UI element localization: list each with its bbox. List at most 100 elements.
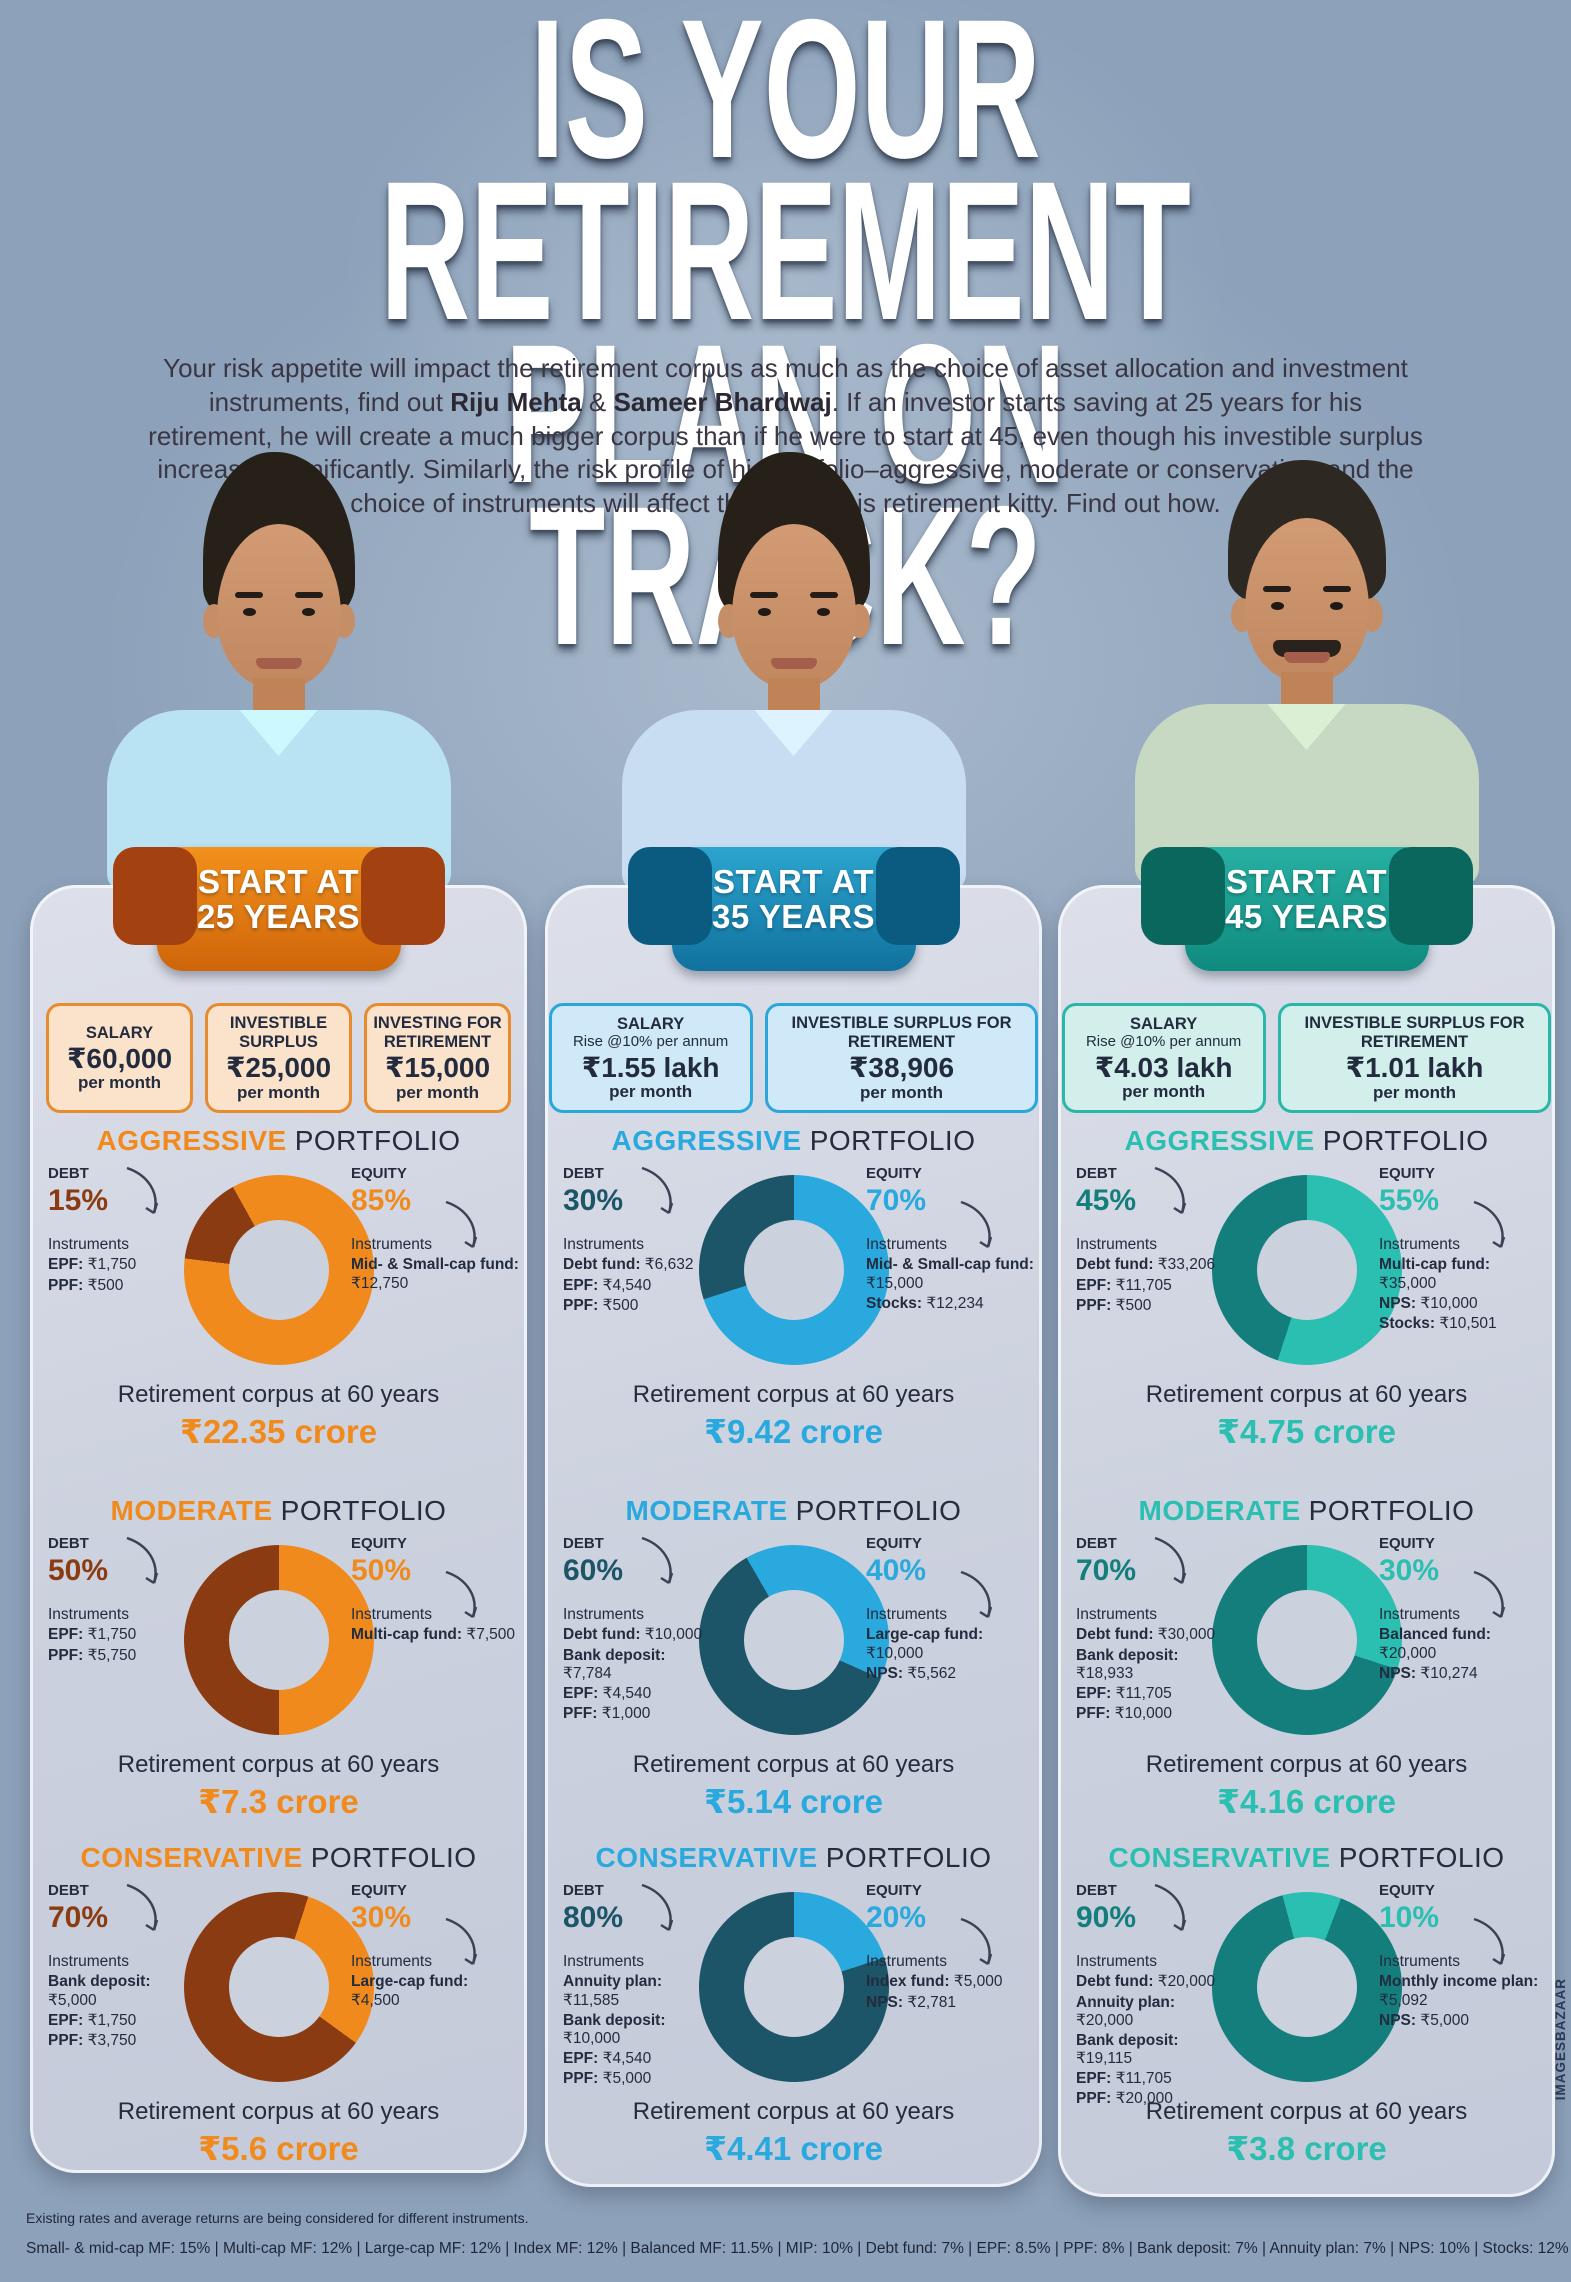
instrument-line: Multi-cap fund: ₹7,500 bbox=[351, 1626, 516, 1644]
instrument-value: ₹20,000 bbox=[1115, 2090, 1173, 2108]
portfolio-word: PORTFOLIO bbox=[294, 1125, 461, 1156]
instrument-line: PPF: ₹500 bbox=[1076, 1296, 1152, 1314]
corpus-label: Retirement corpus at 60 years bbox=[1145, 1381, 1468, 1408]
portfolio-type-label: CONSERVATIVE bbox=[80, 1842, 303, 1873]
instrument-value: ₹500 bbox=[602, 1296, 639, 1314]
banner-line-1: START AT bbox=[1225, 863, 1388, 900]
debt-percent: 70% bbox=[48, 1900, 109, 1934]
info-box-unit: per month bbox=[395, 1082, 480, 1102]
equity-percent: 70% bbox=[866, 1183, 927, 1217]
instruments-title: Instruments bbox=[48, 1606, 129, 1624]
info-box-unit: per month bbox=[77, 1073, 162, 1093]
info-box-unit: per month bbox=[236, 1082, 321, 1102]
instrument-line: Debt fund: ₹33,206 bbox=[1076, 1256, 1216, 1274]
equity-percent: 10% bbox=[1379, 1900, 1440, 1934]
equity-percent: 40% bbox=[866, 1553, 927, 1587]
debt-allocation: DEBT 30% Instruments Debt fund: ₹6,632 EPF: … bbox=[563, 1165, 703, 1317]
mouth-icon bbox=[255, 658, 302, 669]
instrument-value: ₹2,781 bbox=[907, 1993, 956, 2011]
equity-allocation: EQUITY 40% Instruments Large-cap fund: ₹10,… bbox=[866, 1535, 1036, 1685]
title-line-1: IS YOUR RETIREMENT bbox=[380, 0, 1191, 362]
instrument-value: ₹11,705 bbox=[1115, 1276, 1172, 1294]
banner-start-at-45: START AT 45 YEARS bbox=[1140, 847, 1473, 971]
instrument-line: Stocks: ₹10,501 bbox=[1379, 1314, 1497, 1332]
portfolio-word: PORTFOLIO bbox=[280, 1495, 447, 1526]
info-box-title: INVESTIBLE SURPLUS FOR RETIREMENT bbox=[791, 1014, 1012, 1051]
debt-allocation: DEBT 70% Instruments Bank deposit: ₹5,000 EP… bbox=[48, 1882, 188, 2052]
instrument-line: EPF: ₹4,540 bbox=[563, 1684, 652, 1702]
instrument-line: Bank deposit: ₹5,000 bbox=[48, 1973, 151, 2009]
equity-label: EQUITY bbox=[351, 1882, 407, 1899]
instrument-value: ₹5,092 bbox=[1379, 1991, 1428, 2009]
debt-label: DEBT bbox=[48, 1882, 89, 1899]
instrument-value: ₹7,784 bbox=[563, 1664, 612, 1682]
portfolio-word: PORTFOLIO bbox=[825, 1842, 992, 1873]
column-card-start-at-35: START AT 35 YEARS SALARY Rise @10% per annu… bbox=[545, 847, 1042, 2187]
column-card-start-at-45: START AT 45 YEARS SALARY Rise @10% per annu… bbox=[1058, 847, 1555, 2197]
instrument-line: PPF: ₹5,750 bbox=[48, 1646, 137, 1664]
equity-percent: 30% bbox=[1379, 1553, 1440, 1587]
equity-label: EQUITY bbox=[1379, 1535, 1435, 1552]
mouth-icon bbox=[770, 658, 817, 669]
portfolio-type-label: AGGRESSIVE bbox=[1124, 1125, 1315, 1156]
instrument-value: ₹6,632 bbox=[644, 1256, 694, 1274]
debt-allocation: DEBT 60% Instruments Debt fund: ₹10,000 Bank… bbox=[563, 1535, 703, 1725]
donut-chart-conservative-25 bbox=[183, 1892, 374, 2082]
debt-allocation: DEBT 80% Instruments Annuity plan: ₹11,585 B… bbox=[563, 1882, 703, 2090]
instruments-title: Instruments bbox=[1379, 1236, 1460, 1254]
debt-percent: 30% bbox=[563, 1183, 624, 1217]
corpus-label: Retirement corpus at 60 years bbox=[1145, 1751, 1468, 1778]
curved-arrow-icon bbox=[958, 1569, 1002, 1629]
instrument-line: Debt fund: ₹10,000 bbox=[563, 1626, 703, 1644]
corpus-value-aggressive-45: ₹4.75 crore bbox=[1217, 1413, 1396, 1450]
intro-text-amp: & bbox=[581, 386, 614, 417]
instrument-value: ₹4,540 bbox=[602, 1276, 652, 1294]
instruments-title: Instruments bbox=[1076, 1953, 1157, 1971]
section-aggressive-45: AGGRESSIVE PORTFOLIO DEBT 45% Instruments Deb… bbox=[1058, 1125, 1555, 1477]
left-eyebrow-icon bbox=[1262, 586, 1291, 592]
info-box-investible-surplus-for-retirement: INVESTIBLE SURPLUS FOR RETIREMENT ₹1.01 l… bbox=[1277, 1003, 1552, 1113]
instrument-line: Annuity plan: ₹11,585 bbox=[563, 1973, 663, 2009]
equity-allocation: EQUITY 30% Instruments Balanced fund: ₹20,0… bbox=[1379, 1535, 1549, 1685]
instrument-value: ₹5,750 bbox=[87, 1646, 137, 1664]
portfolio-type-label: AGGRESSIVE bbox=[611, 1125, 802, 1156]
instrument-value: ₹20,000 bbox=[1157, 1973, 1216, 1991]
instrument-value: ₹20,000 bbox=[1076, 2011, 1134, 2029]
left-eyebrow-icon bbox=[749, 592, 778, 598]
equity-percent: 55% bbox=[1379, 1183, 1440, 1217]
instrument-value: ₹3,750 bbox=[87, 2031, 137, 2049]
donut-chart-conservative-35 bbox=[698, 1892, 889, 2082]
person-photo-45 bbox=[1127, 446, 1487, 886]
section-heading: CONSERVATIVE PORTFOLIO bbox=[1058, 1842, 1555, 1874]
section-moderate-35: MODERATE PORTFOLIO DEBT 60% Instruments Debt … bbox=[545, 1495, 1042, 1847]
instrument-line: NPS: ₹10,274 bbox=[1379, 1664, 1478, 1682]
donut-chart-moderate-45 bbox=[1211, 1545, 1402, 1735]
curved-arrow-icon bbox=[1471, 1569, 1515, 1629]
section-heading: CONSERVATIVE PORTFOLIO bbox=[30, 1842, 527, 1874]
corpus-label: Retirement corpus at 60 years bbox=[1145, 2098, 1468, 2125]
instrument-value: ₹12,750 bbox=[351, 1274, 409, 1292]
debt-label: DEBT bbox=[563, 1882, 604, 1899]
equity-percent: 20% bbox=[866, 1900, 927, 1934]
instrument-value: ₹10,000 bbox=[563, 2029, 621, 2047]
author-riju-mehta: Riju Mehta bbox=[450, 386, 582, 417]
instrument-line: EPF: ₹11,705 bbox=[1076, 2070, 1172, 2088]
debt-allocation: DEBT 50% Instruments EPF: ₹1,750 PPF: ₹5,750 bbox=[48, 1535, 188, 1667]
instrument-value: ₹30,000 bbox=[1157, 1626, 1216, 1644]
section-heading: AGGRESSIVE PORTFOLIO bbox=[1058, 1125, 1555, 1157]
equity-label: EQUITY bbox=[351, 1535, 407, 1552]
author-sameer-bhardwaj: Sameer Bhardwaj bbox=[613, 386, 832, 417]
instrument-line: Bank deposit: ₹7,784 bbox=[563, 1646, 666, 1682]
instrument-value: ₹12,234 bbox=[926, 1294, 984, 1312]
curved-arrow-icon bbox=[958, 1916, 1002, 1976]
portfolio-word: PORTFOLIO bbox=[795, 1495, 962, 1526]
instrument-value: ₹1,750 bbox=[87, 1256, 137, 1274]
instrument-value: ₹18,933 bbox=[1076, 1664, 1134, 1682]
portfolio-type-label: CONSERVATIVE bbox=[595, 1842, 818, 1873]
corpus-value-aggressive-25: ₹22.35 crore bbox=[179, 1413, 378, 1450]
instrument-value: ₹35,000 bbox=[1379, 1274, 1437, 1292]
right-eyebrow-icon bbox=[809, 592, 838, 598]
instrument-value: ₹4,540 bbox=[602, 1684, 652, 1702]
info-box-value: ₹38,906 bbox=[848, 1052, 955, 1084]
instrument-value: ₹20,000 bbox=[1379, 1644, 1437, 1662]
